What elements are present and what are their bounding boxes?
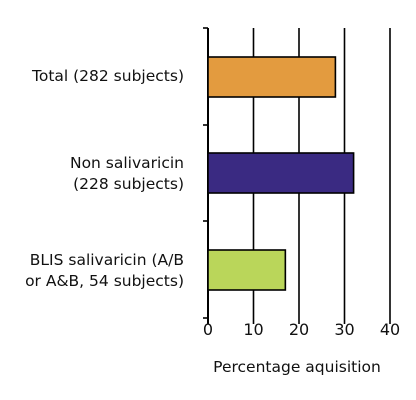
- bar-blis-salivaricin: [207, 249, 287, 291]
- bar-non-salivaricin: [207, 152, 355, 194]
- x-axis-title: Percentage aquisition: [213, 358, 381, 376]
- x-tick-label-0: 0: [202, 320, 214, 339]
- x-tick-label-40: 40: [379, 320, 401, 339]
- category-label-total: Total (282 subjects): [32, 67, 184, 85]
- x-tick-label-10: 10: [243, 320, 264, 339]
- category-label-non-salivaricin: Non salivaricin (228 subjects): [69, 154, 184, 193]
- x-tick-label-20: 20: [288, 320, 310, 339]
- bar-total: [207, 56, 337, 98]
- category-label-blis-salivaricin: BLIS salivaricin (A/B or A&B, 54 subject…: [25, 251, 184, 290]
- x-tick-label-30: 30: [334, 320, 355, 339]
